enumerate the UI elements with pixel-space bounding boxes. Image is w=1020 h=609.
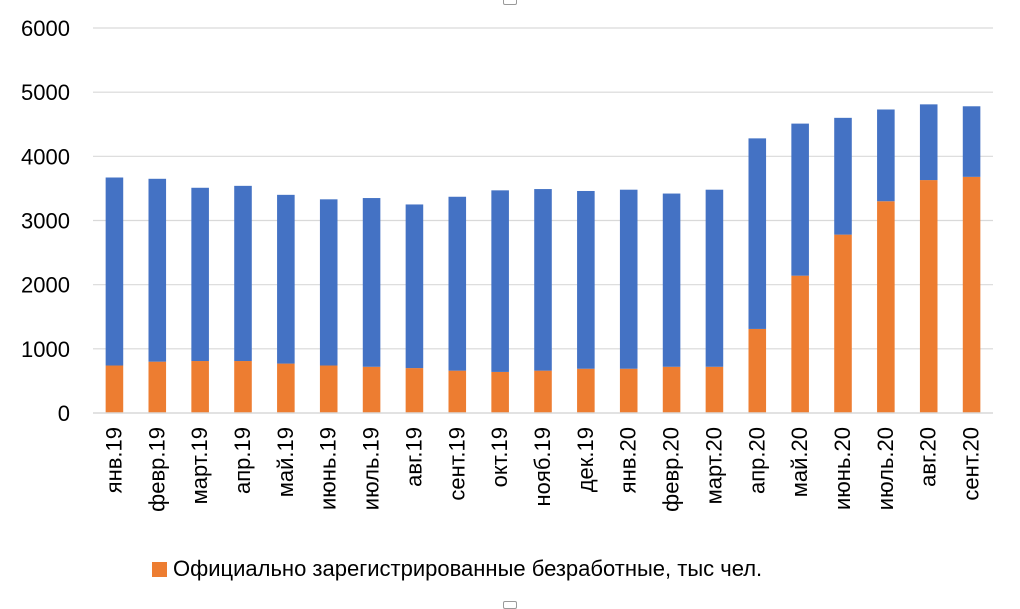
y-tick-label: 5000	[21, 80, 70, 105]
y-tick-label: 6000	[21, 16, 70, 41]
y-axis-ticks: 0 1000 2000 3000 4000 5000 6000	[21, 16, 70, 426]
x-tick-label: янв.20	[616, 427, 641, 493]
x-tick-label: апр.19	[230, 427, 255, 494]
legend-label: Официально зарегистрированные безработны…	[173, 556, 763, 581]
y-tick-label: 0	[58, 401, 70, 426]
bar-segment-registered	[448, 370, 467, 413]
bar-segment-registered	[662, 366, 681, 413]
x-tick-label: июль.20	[873, 427, 898, 510]
y-tick-label: 1000	[21, 337, 70, 362]
x-tick-label: февр.19	[144, 427, 169, 512]
y-tick-label: 2000	[21, 273, 70, 298]
bar-segment-other	[234, 185, 252, 362]
bar-segment-registered	[148, 361, 167, 413]
bar-segment-other	[534, 189, 552, 371]
bar-segment-registered	[319, 365, 338, 413]
x-tick-label: сент.20	[959, 427, 984, 501]
bar-segment-other	[619, 189, 638, 369]
x-tick-label: сент.19	[444, 427, 469, 501]
x-tick-label: март.20	[701, 427, 726, 504]
y-tick-label: 4000	[21, 144, 70, 169]
bar-segment-other	[405, 204, 424, 369]
bar-segment-registered	[491, 371, 509, 413]
x-tick-label: янв.19	[101, 427, 126, 493]
bar-segment-other	[362, 198, 381, 367]
legend-swatch	[152, 561, 167, 577]
bar-segment-other	[277, 194, 295, 364]
bar-segment-other	[319, 199, 338, 366]
bar-segment-registered	[877, 201, 895, 413]
bar-segment-other	[877, 109, 895, 202]
bar-segment-other	[148, 178, 167, 362]
bar-segment-other	[919, 104, 938, 181]
bar-segment-other	[105, 177, 124, 366]
bar-segment-registered	[234, 361, 252, 413]
y-tick-label: 3000	[21, 209, 70, 234]
bar-segment-other	[834, 117, 852, 235]
bar-segment-registered	[534, 370, 552, 413]
x-tick-label: февр.20	[659, 427, 684, 512]
bar-segment-registered	[919, 180, 938, 413]
bar-segment-other	[491, 190, 509, 372]
bar-segment-other	[448, 196, 467, 371]
bar-segment-other	[748, 138, 767, 329]
bar-segment-other	[662, 193, 681, 367]
x-tick-label: окт.19	[487, 427, 512, 487]
bars	[105, 104, 981, 413]
x-tick-label: апр.20	[744, 427, 769, 494]
bar-segment-other	[791, 123, 809, 276]
x-tick-label: март.19	[187, 427, 212, 504]
bar-segment-other	[962, 106, 981, 177]
bar-segment-registered	[362, 366, 381, 413]
x-tick-label: авг.19	[401, 427, 426, 487]
bar-segment-registered	[105, 365, 124, 413]
bar-segment-registered	[834, 234, 852, 413]
bar-segment-other	[705, 189, 724, 367]
legend: Официально зарегистрированные безработны…	[152, 556, 762, 582]
x-tick-label: нояб.19	[530, 427, 555, 506]
bar-segment-registered	[405, 368, 424, 413]
bar-segment-other	[191, 187, 209, 362]
bar-segment-registered	[962, 176, 981, 413]
x-tick-label: июнь.19	[316, 427, 341, 510]
x-axis-ticks: янв.19 февр.19 март.19 апр.19 май.19 июнь.19 и…	[101, 427, 983, 512]
bar-segment-registered	[748, 328, 767, 413]
x-tick-label: июль.19	[359, 427, 384, 510]
x-tick-label: май.20	[787, 427, 812, 497]
resize-handle-top[interactable]	[503, 0, 517, 5]
bar-segment-registered	[705, 366, 724, 413]
x-tick-label: июнь.20	[830, 427, 855, 510]
x-tick-label: май.19	[273, 427, 298, 497]
x-tick-label: авг.20	[916, 427, 941, 487]
bar-segment-registered	[619, 368, 638, 413]
bar-segment-registered	[791, 275, 809, 413]
bar-segment-registered	[277, 363, 295, 413]
resize-handle-bottom[interactable]	[503, 601, 517, 609]
bar-segment-registered	[191, 361, 209, 413]
x-tick-label: дек.19	[573, 427, 598, 492]
bar-segment-other	[577, 190, 595, 369]
bar-segment-registered	[577, 368, 595, 413]
